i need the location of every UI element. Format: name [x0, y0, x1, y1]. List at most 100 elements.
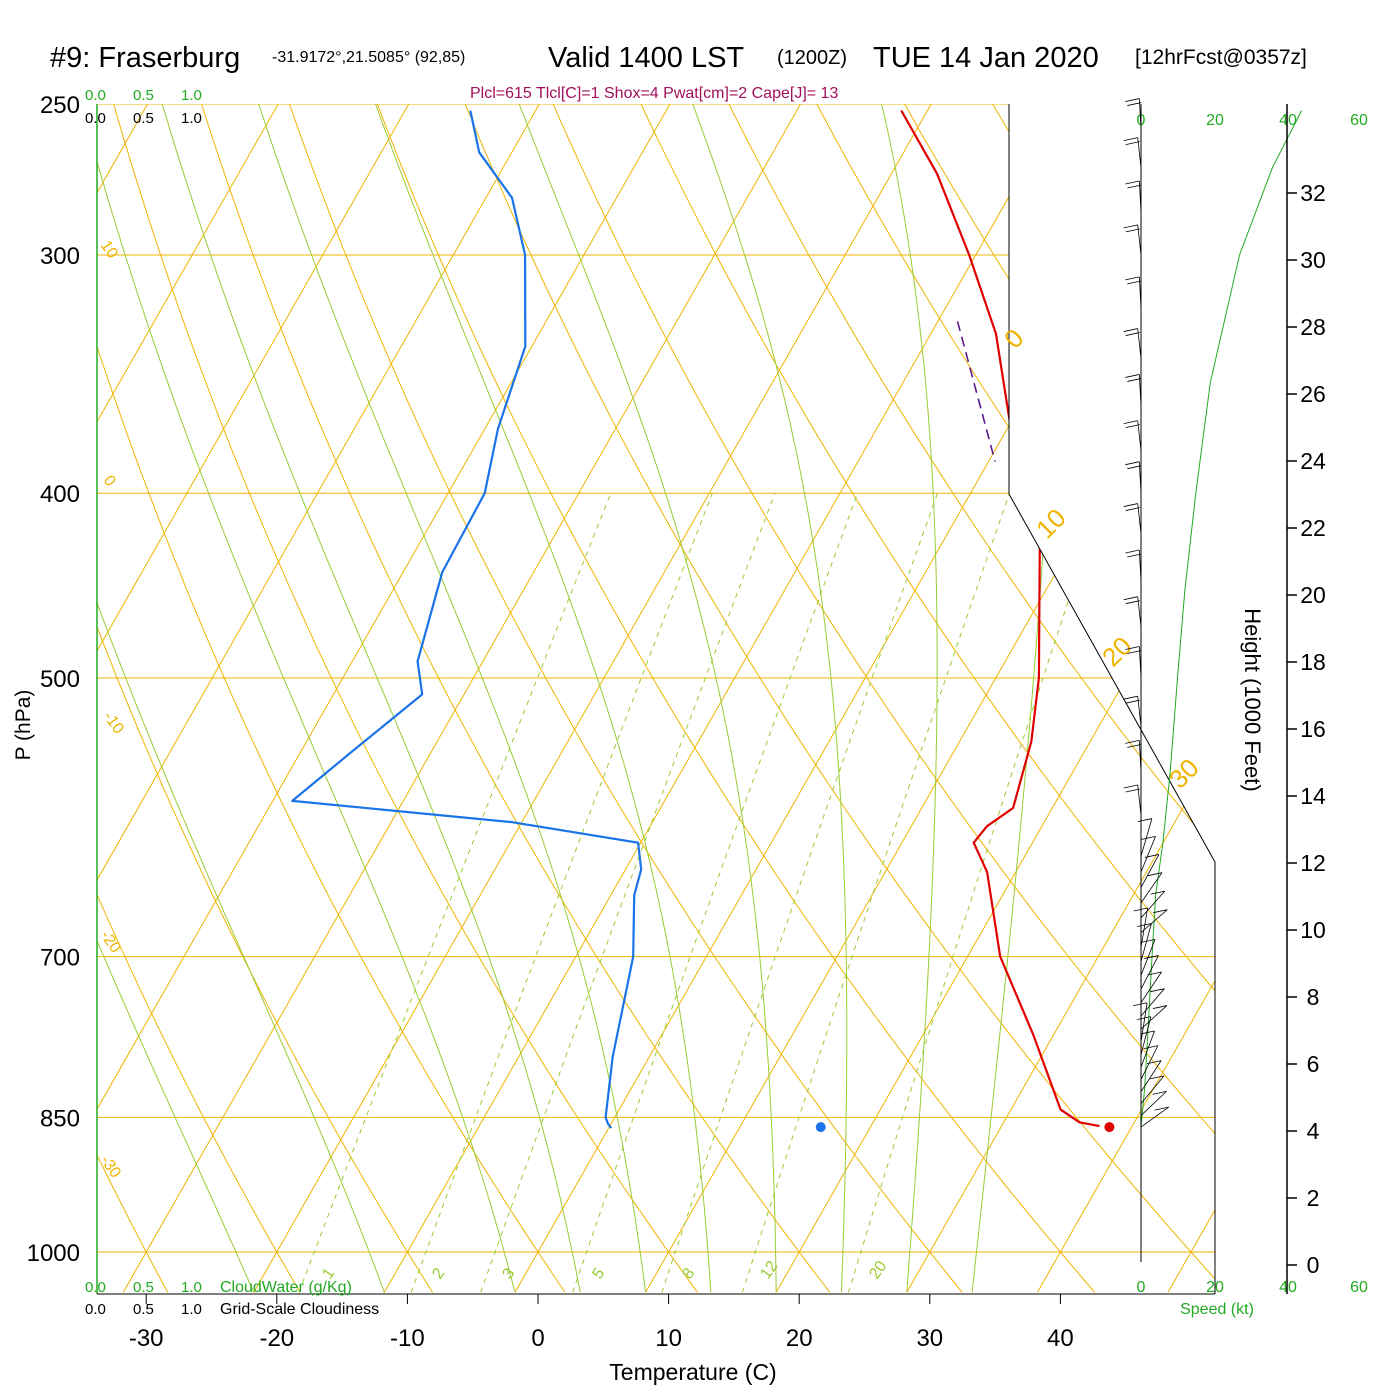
height-tick-label-22: 22: [1300, 515, 1326, 541]
isotherm-line: [645, 104, 1215, 1293]
station-coords: -31.9172°,21.5085° (92,85): [272, 49, 465, 66]
wind-barb: [1133, 1002, 1148, 1043]
speed-top-60: 60: [1350, 112, 1368, 129]
height-tick-label-4: 4: [1307, 1118, 1320, 1144]
wind-barb: [1123, 137, 1142, 168]
mixing-ratio-label: 8: [679, 1265, 698, 1282]
pressure-tick-850: 850: [40, 1105, 80, 1132]
isotherm-line: [1167, 104, 1215, 1293]
mixing-ratio-line: [298, 493, 612, 1293]
dry-adiabat-label: 0: [100, 473, 119, 490]
x-tick-label-30: 30: [916, 1325, 943, 1352]
wind-barb: [1137, 818, 1153, 857]
cloud-top-black-1: 0.5: [133, 110, 154, 127]
pressure-tick-300: 300: [40, 243, 80, 270]
x-tick-label-40: 40: [1047, 1325, 1074, 1352]
wind-barb: [1123, 224, 1142, 256]
wind-barb: [1140, 854, 1160, 888]
valid-date: TUE 14 Jan 2020: [873, 42, 1099, 74]
grid-layer: [0, 70, 1400, 1293]
isotherm-line: [1036, 104, 1215, 1293]
moist-adiabat: [151, 104, 581, 1293]
dry-adiabat: [0, 70, 35, 1292]
speed-bottom-20: 20: [1206, 1279, 1224, 1296]
mixing-ratio-line: [572, 493, 859, 1293]
wind-barb: [1140, 971, 1162, 1003]
speed-bottom-40: 40: [1279, 1279, 1297, 1296]
wind-barb: [1140, 890, 1166, 919]
dry-adiabat: [1059, 104, 1215, 1293]
cloud-scale-top: 0.0 0.5 1.0 0.0 0.5 1.0: [85, 87, 202, 127]
pressure-tick-250: 250: [40, 92, 80, 119]
wind-barb: [1125, 549, 1142, 582]
dry-adiabat-label: 30: [1163, 753, 1205, 795]
wind-barb: [1125, 276, 1142, 309]
wind-speed-line: [1140, 110, 1303, 1128]
mixing-ratio-label: 20: [866, 1258, 890, 1282]
dry-adiabat: [1146, 104, 1215, 1293]
mixing-ratio-line: [410, 493, 713, 1293]
cloud-top-black-0: 0.0: [85, 110, 106, 127]
cloud-top-green-0: 0.0: [85, 87, 106, 104]
cloud-water-label: CloudWater (g/Kg): [220, 1279, 352, 1296]
height-tick-label-24: 24: [1300, 448, 1326, 474]
pressure-tick-500: 500: [40, 666, 80, 693]
height-tick-label-10: 10: [1300, 917, 1326, 943]
pressure-tick-700: 700: [40, 945, 80, 972]
x-tick-label--30: -30: [129, 1325, 164, 1352]
cloud-top-black-2: 1.0: [181, 110, 202, 127]
cloudiness-label: Grid-Scale Cloudiness: [220, 1301, 379, 1318]
dry-adiabat: [451, 104, 1215, 1293]
cloud-top-green-1: 0.5: [133, 87, 154, 104]
dry-adiabat: [190, 104, 831, 1293]
mixing-ratio-label: 2: [429, 1265, 448, 1282]
height-tick-label-6: 6: [1307, 1051, 1320, 1077]
mixing-ratio-label: 12: [757, 1258, 781, 1282]
mixing-ratio-line: [741, 493, 1010, 1293]
cloud-bottom-green-1: 0.5: [133, 1279, 154, 1296]
speed-bottom-0: 0: [1137, 1279, 1146, 1296]
speed-top-20: 20: [1206, 112, 1224, 129]
wind-barb: [1140, 909, 1168, 933]
x-tick-label--10: -10: [390, 1325, 425, 1352]
dry-adiabat-label: 0: [998, 323, 1029, 354]
dry-adiabat: [972, 104, 1215, 1293]
dry-adiabat-label: 10: [1030, 503, 1072, 545]
height-tick-label-28: 28: [1300, 314, 1326, 340]
pressure-tick-1000: 1000: [27, 1240, 80, 1267]
parcel-line: [956, 321, 996, 462]
valid-time: Valid 1400 LST: [548, 42, 744, 74]
isotherm-line: [97, 104, 298, 1293]
speed-scale-bottom: 0 20 40 60 Speed (kt): [1137, 1279, 1368, 1318]
moist-adiabat: [97, 104, 516, 1293]
dry-adiabat-label: -30: [97, 1153, 124, 1182]
height-tick-label-16: 16: [1300, 716, 1326, 742]
wind-barb: [1140, 1045, 1159, 1080]
isotherm-line: [122, 104, 821, 1293]
dry-adiabat: [97, 104, 566, 1293]
wind-barb: [1123, 596, 1142, 627]
wind-barb: [1140, 955, 1159, 990]
dry-adiabat: [103, 104, 698, 1293]
mixing-ratio-line: [848, 493, 1105, 1293]
wind-barb: [1140, 1075, 1165, 1104]
x-tick-label-0: 0: [531, 1325, 544, 1352]
wind-barb: [1125, 374, 1142, 406]
dry-adiabat-label: -20: [97, 928, 124, 957]
speed-scale-top: 0 20 40 60: [1137, 112, 1368, 129]
moist-adiabat: [97, 104, 255, 1293]
mixing-ratio-line: [661, 493, 938, 1293]
wind-barb: [1123, 503, 1142, 534]
moist-adiabat: [505, 104, 777, 1293]
cloud-scale-bottom: 0.0 0.5 1.0 CloudWater (g/Kg) 0.0 0.5 1.…: [85, 1279, 379, 1318]
x-axis-title: Temperature (C): [609, 1359, 776, 1385]
dry-adiabat: [1320, 70, 1400, 1292]
height-tick-label-2: 2: [1307, 1185, 1320, 1211]
height-tick-label-18: 18: [1300, 649, 1326, 675]
dry-adiabat: [364, 104, 1096, 1293]
cloud-top-green-2: 1.0: [181, 87, 202, 104]
cloud-bottom-black-2: 1.0: [181, 1301, 202, 1318]
dry-adiabat: [97, 104, 434, 1293]
moist-adiabat: [679, 104, 848, 1293]
